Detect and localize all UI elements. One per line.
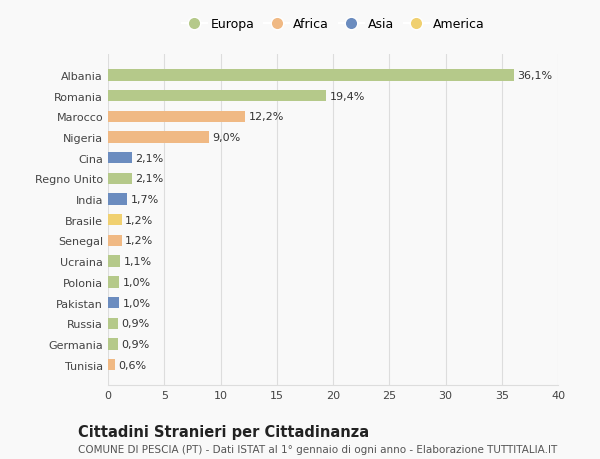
Bar — [108, 277, 119, 288]
Text: 0,9%: 0,9% — [121, 339, 150, 349]
Text: 0,6%: 0,6% — [118, 360, 146, 370]
Text: 1,0%: 1,0% — [122, 277, 151, 287]
Bar — [108, 194, 127, 205]
Text: 9,0%: 9,0% — [212, 133, 241, 143]
Text: 19,4%: 19,4% — [329, 91, 365, 101]
Bar — [108, 174, 131, 185]
Bar — [108, 339, 118, 350]
Text: 2,1%: 2,1% — [135, 153, 163, 163]
Bar — [108, 235, 121, 246]
Text: 36,1%: 36,1% — [517, 71, 553, 81]
Text: 2,1%: 2,1% — [135, 174, 163, 184]
Text: 1,0%: 1,0% — [122, 298, 151, 308]
Legend: Europa, Africa, Asia, America: Europa, Africa, Asia, America — [182, 18, 484, 31]
Bar — [108, 91, 326, 102]
Bar — [108, 153, 131, 164]
Text: 1,1%: 1,1% — [124, 257, 152, 267]
Text: 12,2%: 12,2% — [248, 112, 284, 122]
Bar — [108, 318, 118, 329]
Bar — [108, 215, 121, 226]
Text: COMUNE DI PESCIA (PT) - Dati ISTAT al 1° gennaio di ogni anno - Elaborazione TUT: COMUNE DI PESCIA (PT) - Dati ISTAT al 1°… — [78, 444, 557, 454]
Text: 0,9%: 0,9% — [121, 319, 150, 329]
Bar — [108, 132, 209, 143]
Bar — [108, 297, 119, 308]
Text: 1,2%: 1,2% — [125, 215, 153, 225]
Text: 1,7%: 1,7% — [131, 195, 159, 205]
Bar — [108, 256, 121, 267]
Bar — [108, 70, 514, 81]
Text: Cittadini Stranieri per Cittadinanza: Cittadini Stranieri per Cittadinanza — [78, 425, 369, 440]
Bar — [108, 112, 245, 123]
Text: 1,2%: 1,2% — [125, 236, 153, 246]
Bar — [108, 359, 115, 370]
